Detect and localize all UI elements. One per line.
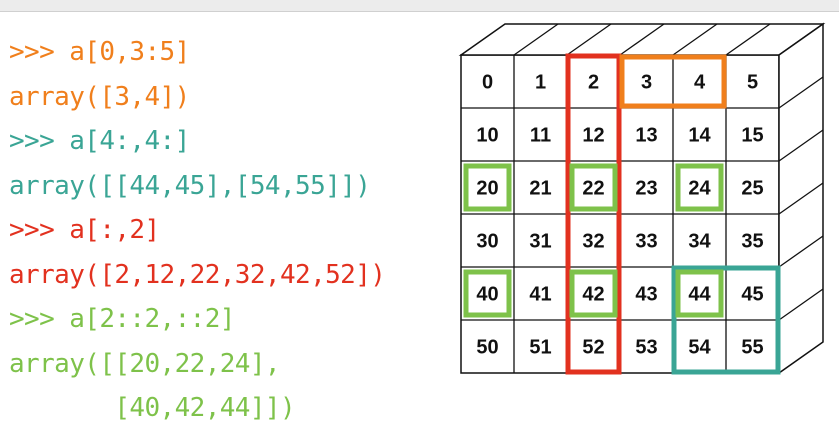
green-cell-highlight bbox=[675, 269, 724, 318]
green-cell-highlight bbox=[569, 163, 618, 212]
green-cell-highlight bbox=[463, 269, 512, 318]
code-line: array([[44,45],[54,55]]) bbox=[9, 170, 371, 201]
grid-cell-value: 12 bbox=[582, 125, 604, 147]
grid-cell-value: 51 bbox=[529, 337, 551, 359]
grid-cell-value: 13 bbox=[635, 125, 657, 147]
top-face-line bbox=[725, 23, 771, 56]
right-face-line bbox=[778, 235, 824, 268]
grid-cell-value: 20 bbox=[476, 178, 498, 200]
grid-cell-value: 4 bbox=[694, 72, 706, 94]
grid-cell-value: 14 bbox=[688, 125, 711, 147]
grid-cell-value: 50 bbox=[476, 337, 498, 359]
code-line: [40,42,44]]) bbox=[9, 393, 296, 423]
grid-cell-value: 21 bbox=[529, 178, 551, 200]
red-column-highlight bbox=[565, 53, 622, 375]
right-face-line bbox=[778, 76, 824, 109]
orange-slice-highlight bbox=[619, 54, 727, 109]
grid-cell-value: 15 bbox=[741, 125, 763, 147]
right-face-line bbox=[778, 288, 824, 321]
grid-cell-value: 45 bbox=[741, 284, 763, 306]
grid-cell-value: 54 bbox=[688, 337, 711, 359]
grid-cell-value: 33 bbox=[635, 231, 657, 253]
green-cell-highlight bbox=[675, 163, 724, 212]
code-line: array([[20,22,24], bbox=[9, 348, 281, 379]
grid-cell-value: 10 bbox=[476, 125, 498, 147]
grid-cell-value: 55 bbox=[741, 337, 763, 359]
grid-cell-value: 2 bbox=[588, 72, 599, 94]
top-bar bbox=[0, 0, 839, 12]
grid-cell-value: 24 bbox=[688, 178, 711, 200]
grid-cell-value: 35 bbox=[741, 231, 763, 253]
grid-cell-value: 25 bbox=[741, 178, 763, 200]
green-cell-highlight bbox=[463, 163, 512, 212]
grid-cell-value: 11 bbox=[530, 125, 551, 147]
grid-cell-value: 30 bbox=[476, 231, 498, 253]
grid-cell-value: 32 bbox=[582, 231, 604, 253]
code-line: >>> a[0,3:5] bbox=[9, 37, 190, 67]
right-face-line bbox=[778, 182, 824, 215]
grid-cell-value: 44 bbox=[688, 284, 711, 306]
grid-cell-value: 23 bbox=[635, 178, 657, 200]
grid-cell-value: 53 bbox=[635, 337, 657, 359]
grid-cell-value: 1 bbox=[535, 72, 546, 94]
teal-block-highlight bbox=[671, 265, 781, 375]
grid-cell-value: 52 bbox=[582, 337, 604, 359]
code-block: >>> a[0,3:5] array([3,4]) >>> a[4:,4:] arra… bbox=[9, 30, 386, 431]
grid-cell-value: 31 bbox=[529, 231, 551, 253]
code-line: >>> a[2::2,::2] bbox=[9, 304, 235, 334]
grid-cell-value: 42 bbox=[582, 284, 604, 306]
grid-cell-value: 22 bbox=[582, 178, 604, 200]
grid-cell-value: 5 bbox=[747, 72, 758, 94]
grid-cell-value: 40 bbox=[476, 284, 498, 306]
grid-cell-value: 43 bbox=[635, 284, 657, 306]
grid-cell-value: 0 bbox=[482, 72, 493, 94]
grid-cell-value: 3 bbox=[641, 72, 652, 94]
code-line: array([3,4]) bbox=[9, 81, 190, 112]
grid-cell-value: 41 bbox=[529, 284, 551, 306]
top-face-line bbox=[672, 23, 718, 56]
top-face-line bbox=[619, 23, 665, 56]
green-cell-highlight bbox=[569, 269, 618, 318]
code-line: >>> a[:,2] bbox=[9, 215, 160, 245]
code-line: >>> a[4:,4:] bbox=[9, 126, 190, 156]
right-face-line bbox=[778, 129, 824, 162]
top-face-line bbox=[513, 23, 559, 56]
code-line: array([2,12,22,32,42,52]) bbox=[9, 259, 386, 290]
grid-cell-value: 34 bbox=[688, 231, 711, 253]
top-face-line bbox=[566, 23, 612, 56]
